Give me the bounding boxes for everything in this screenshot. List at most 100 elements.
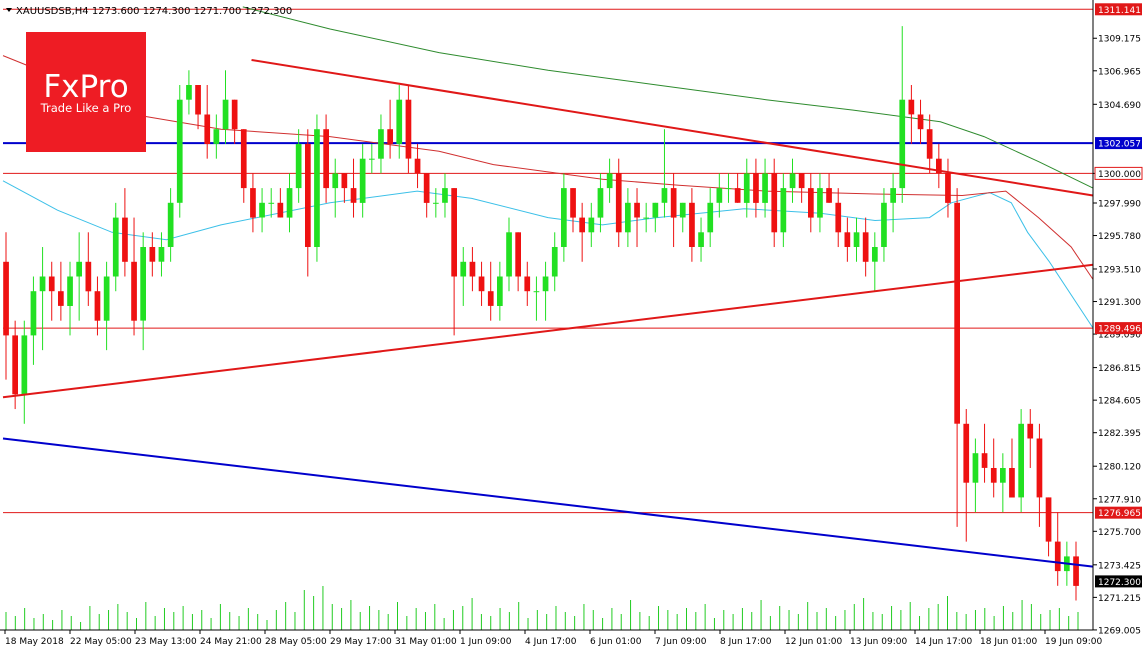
candle-17[interactable] [158,232,165,277]
candle-85[interactable] [780,173,787,248]
candle-10[interactable] [94,276,101,336]
candle-20[interactable] [186,70,192,115]
candle-67[interactable] [615,158,622,248]
candle-87[interactable] [798,173,805,203]
candle-42[interactable] [387,99,393,159]
candle-59[interactable] [542,261,549,321]
candle-71[interactable] [652,202,659,233]
candle-76[interactable] [698,217,704,262]
candle-1[interactable] [12,320,18,410]
candle-66[interactable] [606,158,613,203]
candle-35[interactable] [323,114,329,203]
candle-80[interactable] [734,173,741,203]
candle-50[interactable] [460,247,467,306]
candle-93[interactable] [853,217,860,262]
candle-98[interactable] [899,26,906,203]
candle-60[interactable] [551,232,558,292]
candle-9[interactable] [85,232,92,306]
candle-104[interactable] [954,188,960,527]
candle-49[interactable] [451,188,457,336]
candle-27[interactable] [250,173,256,233]
candle-31[interactable] [286,173,293,233]
candle-100[interactable] [917,99,924,144]
candle-51[interactable] [469,247,476,292]
candle-88[interactable] [808,173,814,233]
candle-54[interactable] [497,261,503,321]
candle-45[interactable] [414,143,421,189]
candle-101[interactable] [926,114,933,174]
candle-40[interactable] [369,143,375,174]
candle-52[interactable] [478,261,485,306]
candle-73[interactable] [670,173,677,248]
candle-41[interactable] [378,114,384,174]
candle-99[interactable] [908,85,915,144]
candle-97[interactable] [890,173,896,233]
candle-62[interactable] [570,188,576,233]
candle-53[interactable] [487,261,494,321]
trendline-1[interactable] [2,263,1094,399]
candle-21[interactable] [195,85,201,130]
candle-7[interactable] [67,261,73,336]
candle-16[interactable] [149,232,156,277]
candle-79[interactable] [725,173,732,203]
candle-112[interactable] [1027,409,1034,468]
candle-82[interactable] [753,158,759,218]
candle-64[interactable] [588,202,595,248]
candle-14[interactable] [131,217,137,336]
candle-37[interactable] [341,173,348,203]
candle-18[interactable] [167,188,174,262]
candle-22[interactable] [204,85,211,159]
candle-46[interactable] [423,173,430,218]
candle-92[interactable] [844,217,851,262]
candle-84[interactable] [771,158,778,248]
candle-111[interactable] [1018,409,1024,513]
candle-19[interactable] [176,85,183,218]
candle-83[interactable] [762,158,768,218]
candle-47[interactable] [433,188,439,218]
candle-108[interactable] [990,438,997,498]
candle-12[interactable] [112,202,119,292]
candle-110[interactable] [1009,438,1015,498]
candle-13[interactable] [122,188,128,277]
candle-90[interactable] [826,173,832,203]
candle-95[interactable] [872,232,878,292]
candle-117[interactable] [1073,541,1079,601]
dropdown-icon[interactable] [6,8,12,12]
candle-23[interactable] [213,114,220,159]
candle-6[interactable] [58,261,64,321]
candle-4[interactable] [39,247,46,351]
candle-36[interactable] [332,158,339,218]
candle-94[interactable] [862,217,869,277]
candle-29[interactable] [268,188,275,218]
candle-11[interactable] [103,261,110,351]
candle-69[interactable] [634,188,640,248]
candle-39[interactable] [359,143,366,218]
candle-24[interactable] [222,70,229,144]
candle-56[interactable] [515,232,521,292]
candle-86[interactable] [789,158,796,203]
candle-48[interactable] [442,173,448,218]
trendline-0[interactable] [251,58,1094,197]
candle-75[interactable] [689,188,695,262]
candle-61[interactable] [561,173,567,262]
candle-68[interactable] [625,188,631,248]
candle-58[interactable] [533,276,540,321]
candle-74[interactable] [679,202,686,233]
candle-25[interactable] [231,99,238,144]
candle-77[interactable] [707,188,714,248]
candle-63[interactable] [579,202,585,262]
candle-55[interactable] [506,217,512,292]
candle-106[interactable] [972,438,979,513]
candle-28[interactable] [259,188,265,233]
candle-103[interactable] [945,158,951,218]
candle-96[interactable] [881,188,887,262]
candle-89[interactable] [817,173,823,233]
candle-44[interactable] [405,85,412,174]
candle-2[interactable] [21,320,28,424]
trendline-2[interactable] [2,437,1094,568]
candle-102[interactable] [936,143,942,189]
candle-70[interactable] [643,202,649,233]
candle-0[interactable] [3,232,9,380]
candle-5[interactable] [48,261,55,321]
candle-33[interactable] [305,129,311,277]
